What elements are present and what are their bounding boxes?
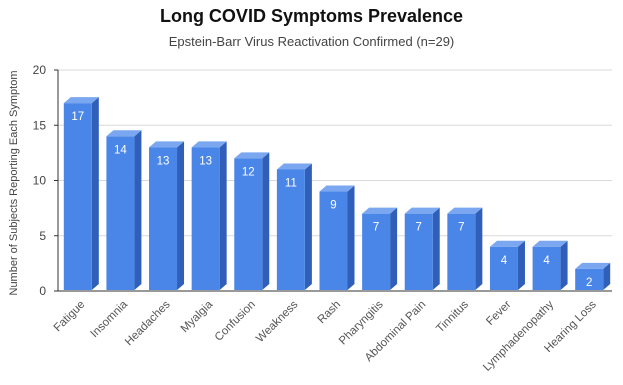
bar-value-label: 13 [199, 155, 212, 167]
chart-title: Long COVID Symptoms Prevalence [159, 6, 464, 26]
bar-top [276, 163, 312, 170]
bar-top [149, 141, 185, 148]
bar-value-label: 7 [416, 222, 422, 234]
bar-value-label: 17 [71, 111, 84, 123]
bar-side [304, 163, 312, 290]
bar-front [234, 158, 263, 290]
bar: 7 [447, 207, 483, 290]
bar-side [603, 262, 611, 290]
bar-front [191, 147, 220, 290]
bar-top [319, 185, 355, 192]
bar-value-label: 13 [157, 155, 170, 167]
bar-top [489, 240, 525, 247]
y-axis-label: Number of Subjects Reporting Each Sympto… [8, 71, 20, 296]
bar-top [532, 240, 568, 247]
bar-value-label: 7 [373, 222, 379, 234]
bar-side [432, 207, 440, 290]
chart-subtitle: Epstein-Barr Virus Reactivation Confirme… [168, 34, 455, 49]
bar: 4 [489, 240, 525, 290]
bar-side [219, 141, 227, 290]
x-tick-label: Myalgia [179, 298, 216, 335]
bar: 11 [276, 163, 312, 290]
x-tick-label: Rash [316, 299, 343, 326]
bar: 13 [149, 141, 185, 290]
bar-value-label: 7 [458, 222, 464, 234]
bar: 17 [63, 97, 99, 291]
y-tick-label: 20 [33, 63, 47, 77]
bar: 14 [106, 130, 142, 290]
bar-front [575, 268, 604, 290]
bar-side [134, 130, 142, 290]
bar: 2 [575, 262, 611, 290]
bar: 7 [362, 207, 398, 290]
bar: 7 [404, 207, 440, 290]
bar-front [319, 191, 348, 290]
bar-side [347, 185, 355, 290]
bar-side [560, 240, 568, 290]
y-tick-label: 0 [39, 284, 46, 298]
x-tick-label: Headaches [123, 298, 173, 348]
x-tick-label: Confusion [213, 299, 258, 344]
bar-front [404, 213, 433, 290]
bar-top [234, 152, 270, 159]
bar: 13 [191, 141, 227, 290]
bar-side [517, 240, 525, 290]
y-tick-label: 5 [39, 229, 46, 243]
bar-top [362, 207, 398, 214]
bar-front [532, 246, 561, 290]
y-tick-label: 15 [33, 118, 47, 132]
x-tick-label: Lymphadenopathy [481, 298, 556, 373]
bar-value-label: 11 [285, 177, 297, 189]
bar: 12 [234, 152, 270, 290]
bar-front [149, 147, 178, 290]
x-tick-label: Fatigue [52, 299, 88, 335]
bar-front [362, 213, 391, 290]
bar-top [106, 130, 142, 137]
bar-top [191, 141, 227, 148]
bar-value-label: 12 [242, 166, 255, 178]
bar-top [575, 262, 611, 269]
bar: 4 [532, 240, 568, 290]
bar-side [475, 207, 483, 290]
bar-value-label: 2 [586, 277, 592, 289]
bar-front [106, 136, 135, 290]
bar-value-label: 9 [330, 200, 336, 212]
bars: 17 14 13 13 12 11 9 7 7 7 4 4 2 [63, 97, 611, 291]
x-tick-label: Weakness [254, 298, 300, 344]
bar: 9 [319, 185, 355, 290]
bar-side [262, 152, 270, 290]
bar-top [447, 207, 483, 214]
x-tick-label: Fever [484, 299, 513, 328]
bar-value-label: 4 [501, 255, 508, 267]
bar-front [489, 246, 518, 290]
x-tick-label: Tinnitus [434, 298, 471, 335]
y-tick-label: 10 [33, 174, 47, 188]
bar-side [390, 207, 398, 290]
bar-front [447, 213, 476, 290]
bar-side [91, 97, 99, 291]
bar-value-label: 14 [114, 144, 127, 156]
bar-top [404, 207, 440, 214]
bar-top [63, 97, 99, 104]
bar-front [63, 103, 92, 291]
bar-value-label: 4 [543, 255, 550, 267]
bar-side [177, 141, 185, 290]
bar-front [276, 169, 305, 290]
x-tick-label: Insomnia [89, 298, 131, 340]
